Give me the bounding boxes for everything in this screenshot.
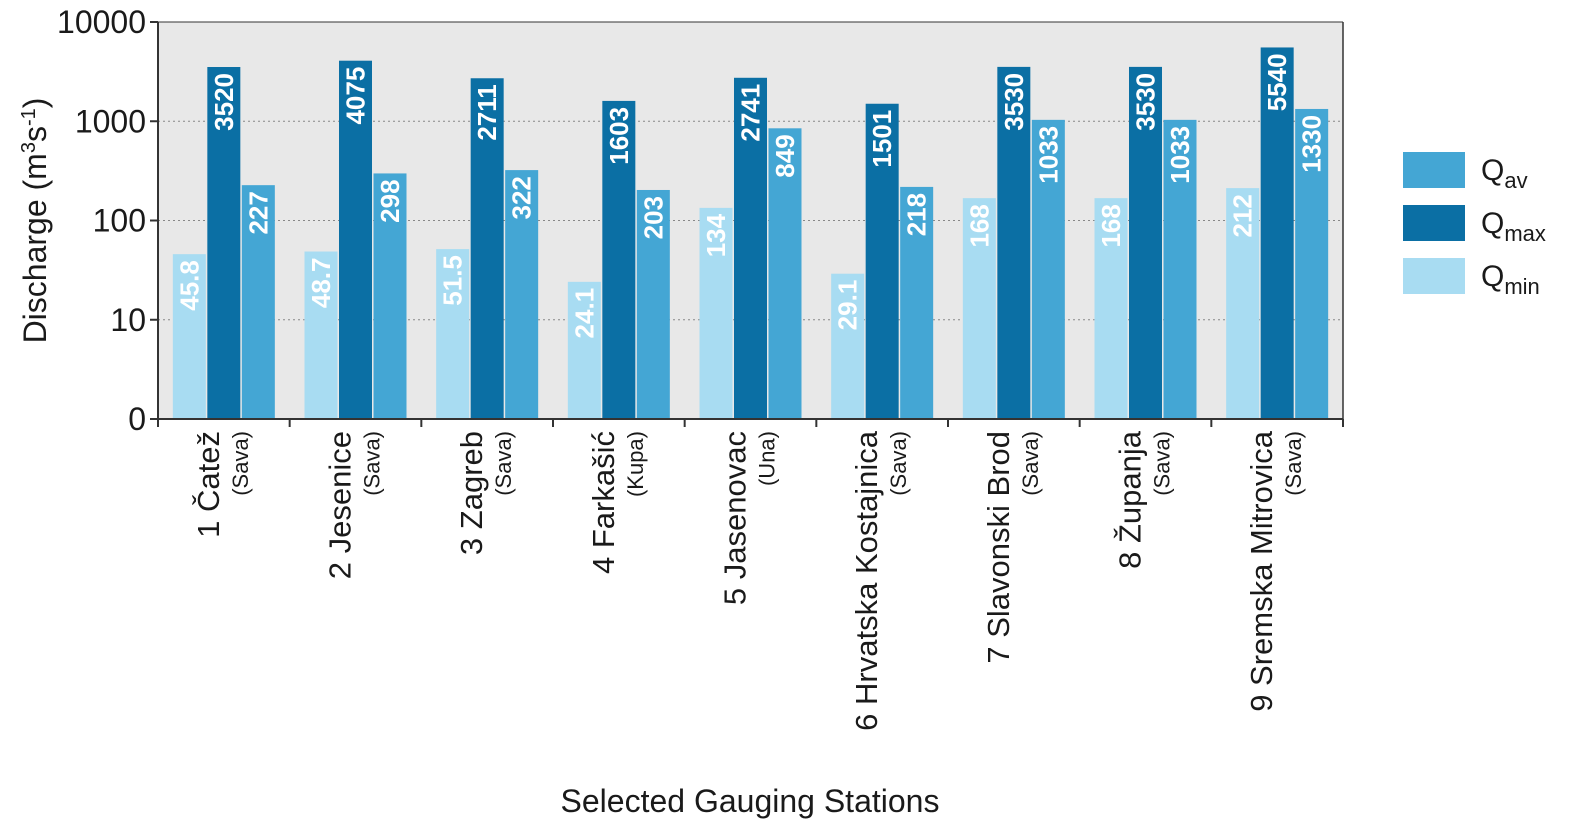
- legend: Qav Qmax Qmin: [1403, 152, 1546, 299]
- river-label-9: (Sava): [1281, 431, 1306, 496]
- y-axis-title: Discharge (m3s-1): [17, 98, 53, 344]
- value-labels: 45.8 3520 227 48.7 4075 298 51.5 2711 322 24.1 160…: [174, 53, 1326, 338]
- value-label-av-9: 1330: [1297, 115, 1327, 173]
- x-category-labels: 1 Čatež (Sava) 2 Jesenice (Sava) 3 Zagreb (Sa…: [191, 430, 1306, 731]
- bar-av-3: [505, 170, 539, 419]
- value-label-max-2: 4075: [341, 67, 371, 125]
- bar-min-7: [962, 198, 996, 419]
- river-label-4: (Kupa): [623, 431, 648, 497]
- legend-swatch-max: [1403, 205, 1465, 241]
- bar-av-9: [1295, 108, 1329, 419]
- value-label-min-6: 29.1: [833, 280, 863, 331]
- bar-av-1: [241, 185, 275, 419]
- value-label-max-8: 3530: [1131, 73, 1161, 131]
- bar-av-4: [636, 189, 670, 419]
- legend-label-max: Qmax: [1481, 207, 1546, 246]
- bar-min-4: [567, 281, 601, 419]
- value-label-av-3: 322: [507, 176, 537, 219]
- bar-max-3: [470, 78, 504, 419]
- station-label-3: 3 Zagreb: [454, 431, 489, 555]
- bar-max-9: [1260, 47, 1294, 419]
- value-label-max-7: 3530: [999, 73, 1029, 131]
- y-tick-labels: 0 10 100 1000 10000: [57, 4, 146, 437]
- x-axis-title: Selected Gauging Stations: [561, 783, 940, 819]
- y-tick-label: 0: [128, 401, 146, 437]
- value-label-av-2: 298: [375, 179, 405, 222]
- y-tick-label: 10: [110, 302, 146, 338]
- river-label-8: (Sava): [1150, 431, 1175, 496]
- station-label-4: 4 Farkašić: [586, 431, 621, 574]
- station-label-5: 5 Jasenovac: [718, 431, 753, 605]
- value-label-min-4: 24.1: [569, 288, 599, 339]
- station-label-2: 2 Jesenice: [323, 431, 358, 579]
- river-label-7: (Sava): [1018, 431, 1043, 496]
- y-tick-label: 1000: [75, 103, 146, 139]
- station-label-1: 1 Čatež: [191, 431, 226, 538]
- bar-av-7: [1031, 119, 1065, 420]
- river-label-3: (Sava): [491, 431, 516, 496]
- value-label-av-7: 1033: [1033, 126, 1063, 184]
- bar-max-5: [734, 77, 767, 419]
- bar-av-2: [373, 173, 407, 419]
- value-label-av-6: 218: [902, 193, 932, 236]
- value-label-max-9: 5540: [1262, 53, 1292, 111]
- value-label-max-6: 1501: [867, 110, 897, 168]
- value-label-max-4: 1603: [604, 107, 634, 165]
- river-label-6: (Sava): [886, 431, 911, 496]
- bar-max-4: [602, 100, 636, 420]
- legend-swatch-min: [1403, 258, 1465, 294]
- station-label-9: 9 Sremska Mitrovica: [1244, 430, 1279, 712]
- river-label-2: (Sava): [360, 431, 385, 496]
- legend-swatch-av: [1403, 152, 1465, 188]
- legend-label-av: Qav: [1481, 154, 1528, 193]
- value-label-min-2: 48.7: [306, 258, 336, 309]
- value-label-min-5: 134: [701, 213, 731, 257]
- bar-min-9: [1226, 188, 1260, 419]
- bar-min-8: [1094, 198, 1128, 419]
- station-label-6: 6 Hrvatska Kostajnica: [849, 430, 884, 731]
- value-label-min-3: 51.5: [438, 255, 468, 306]
- bar-max-6: [865, 103, 899, 420]
- value-label-max-5: 2741: [736, 84, 766, 142]
- y-tick-label: 100: [93, 203, 146, 239]
- bar-max-8: [1129, 66, 1162, 419]
- value-label-min-8: 168: [1096, 204, 1126, 247]
- bar-av-6: [900, 186, 934, 419]
- bar-min-1: [172, 254, 206, 419]
- bars: [172, 47, 1329, 420]
- axes: [150, 21, 1344, 427]
- value-label-av-5: 849: [770, 134, 800, 177]
- y-tick-label: 10000: [57, 4, 146, 40]
- bar-min-6: [831, 273, 865, 419]
- value-label-min-7: 168: [964, 204, 994, 247]
- river-label-1: (Sava): [228, 431, 253, 496]
- bar-max-7: [997, 66, 1031, 419]
- bar-max-2: [339, 60, 372, 420]
- bar-min-2: [304, 251, 338, 419]
- bar-min-5: [699, 207, 733, 419]
- station-label-7: 7 Slavonski Brod: [981, 431, 1016, 664]
- river-label-5: (Una): [755, 431, 780, 486]
- value-label-av-8: 1033: [1165, 126, 1195, 184]
- bar-av-5: [768, 128, 802, 419]
- station-label-8: 8 Županja: [1113, 430, 1148, 569]
- value-label-min-1: 45.8: [174, 260, 204, 311]
- value-label-max-3: 2711: [472, 84, 502, 140]
- value-label-min-9: 212: [1228, 194, 1258, 237]
- bar-min-3: [436, 249, 470, 419]
- bar-av-8: [1163, 119, 1197, 420]
- value-label-max-1: 3520: [209, 73, 239, 131]
- bar-max-1: [207, 67, 241, 419]
- value-label-av-4: 203: [638, 196, 668, 239]
- value-label-av-1: 227: [243, 191, 273, 234]
- legend-label-min: Qmin: [1481, 260, 1540, 299]
